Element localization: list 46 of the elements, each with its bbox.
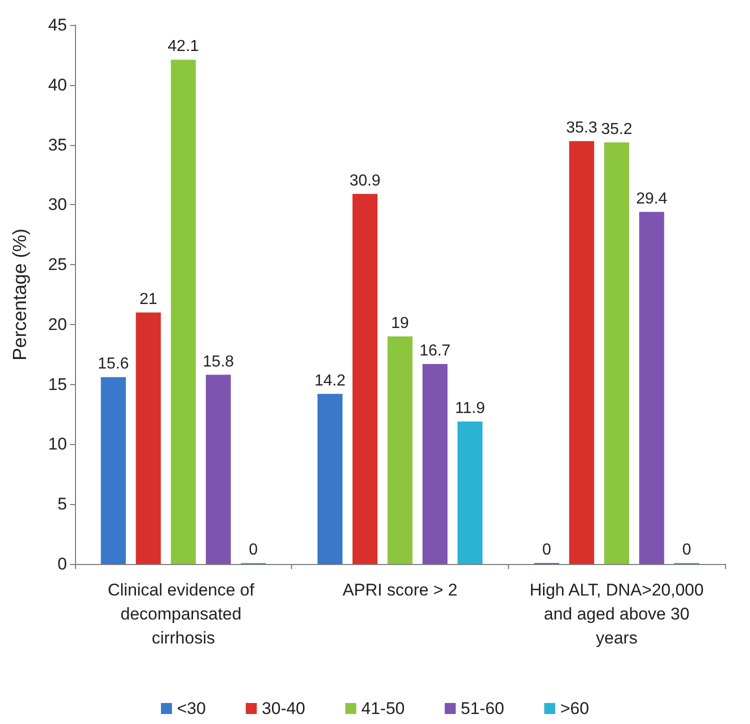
data-label: 35.3 <box>566 120 598 137</box>
data-label: 11.9 <box>455 400 486 417</box>
data-label: 29.4 <box>636 190 668 208</box>
bar <box>604 142 630 564</box>
data-label: 19 <box>391 314 409 332</box>
y-tick-label: 30 <box>48 195 67 214</box>
bar <box>100 377 126 564</box>
legend-label: 51-60 <box>460 699 504 718</box>
bar <box>422 364 448 564</box>
bar <box>206 374 231 564</box>
y-tick-label: 15 <box>48 374 67 394</box>
bar <box>136 312 161 564</box>
legend-label: 30-40 <box>262 699 306 718</box>
y-axis-title: Percentage (%) <box>10 228 31 361</box>
legend-label: 41-50 <box>361 699 405 718</box>
x-tick-label: High ALT, DNA>20,000 and aged above 30 years <box>530 580 704 648</box>
y-tick-label: 25 <box>48 255 67 274</box>
y-tick-label: 45 <box>48 16 67 34</box>
data-label: 0 <box>248 542 258 558</box>
bar <box>639 212 664 564</box>
legend-label: <30 <box>176 699 206 718</box>
y-tick-label: 10 <box>48 434 67 454</box>
x-tick-label: APRI score > 2 <box>342 580 458 600</box>
data-label: 21 <box>139 290 158 308</box>
bar <box>352 194 378 564</box>
data-label: 14.2 <box>314 372 346 390</box>
data-label: 0 <box>542 542 552 558</box>
bar <box>569 141 594 564</box>
y-tick-label: 5 <box>58 494 67 514</box>
y-tick-label: 40 <box>48 75 67 94</box>
data-label: 16.7 <box>419 342 451 360</box>
data-label: 0 <box>682 542 692 558</box>
data-label: 15.6 <box>98 356 130 373</box>
legend-label: >60 <box>560 699 590 718</box>
bar <box>458 421 482 564</box>
bar <box>388 336 412 564</box>
data-label: 35.2 <box>601 120 632 138</box>
data-label: 15.8 <box>202 353 234 370</box>
y-tick-label: 20 <box>48 314 67 334</box>
y-tick-label: 0 <box>58 554 67 574</box>
x-tick-label: Clinical evidence of decompansated cirrhosis <box>108 580 259 648</box>
data-label: 30.9 <box>349 172 381 190</box>
bar <box>318 394 342 564</box>
y-tick-label: 35 <box>48 135 67 154</box>
bar <box>170 60 196 564</box>
data-label: 42.1 <box>168 38 200 56</box>
